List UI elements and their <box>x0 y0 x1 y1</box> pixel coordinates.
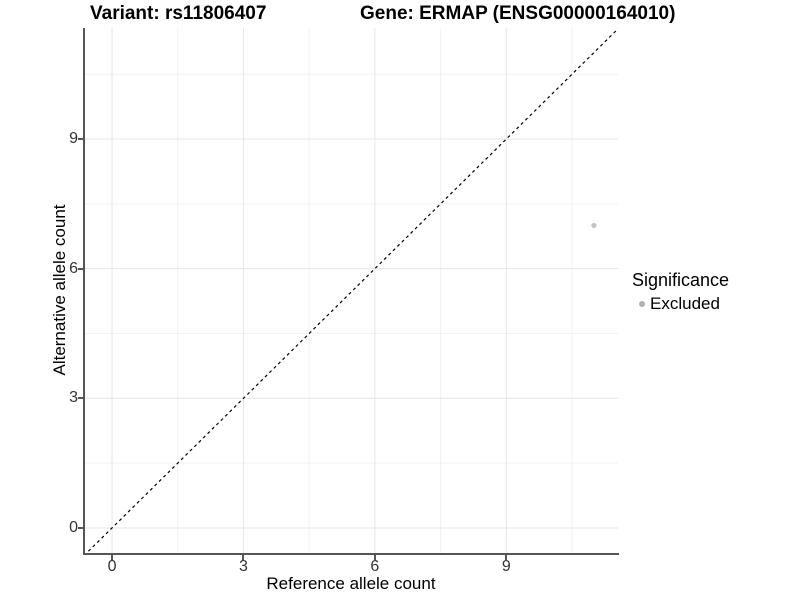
y-tick-mark <box>78 138 83 141</box>
x-tick-mark <box>373 555 376 560</box>
legend-title: Significance <box>632 270 730 290</box>
plot-panel <box>84 28 618 553</box>
y-tick-label: 0 <box>69 518 78 536</box>
x-tick-mark <box>242 555 245 560</box>
legend-item-excluded: Excluded <box>632 294 729 314</box>
x-tick-label: 0 <box>107 558 117 575</box>
legend: Significance Excluded <box>632 270 729 314</box>
y-tick-label: 3 <box>69 389 78 407</box>
y-tick-mark <box>78 267 83 270</box>
plot-title-gene: Gene: ERMAP (ENSG00000164010) <box>360 3 676 24</box>
y-axis-line <box>83 28 85 555</box>
y-tick-label: 9 <box>69 130 78 148</box>
x-tick-mark <box>111 555 114 560</box>
x-axis-line <box>83 553 619 555</box>
legend-point-icon <box>639 301 645 307</box>
y-axis-label: Alternative allele count <box>50 204 69 376</box>
data-point <box>591 222 597 229</box>
identity-line <box>85 28 618 553</box>
x-tick-label: 3 <box>239 558 248 575</box>
x-tick-mark <box>505 555 508 560</box>
y-tick-label: 6 <box>69 259 78 277</box>
x-tick-label: 6 <box>370 558 380 575</box>
legend-item-label: Excluded <box>650 294 720 313</box>
y-tick-mark <box>78 526 83 529</box>
plot-title-variant: Variant: rs11806407 <box>90 3 267 24</box>
x-axis-label: Reference allele count <box>266 574 436 593</box>
y-tick-mark <box>78 397 83 400</box>
x-tick-label: 9 <box>501 558 511 575</box>
